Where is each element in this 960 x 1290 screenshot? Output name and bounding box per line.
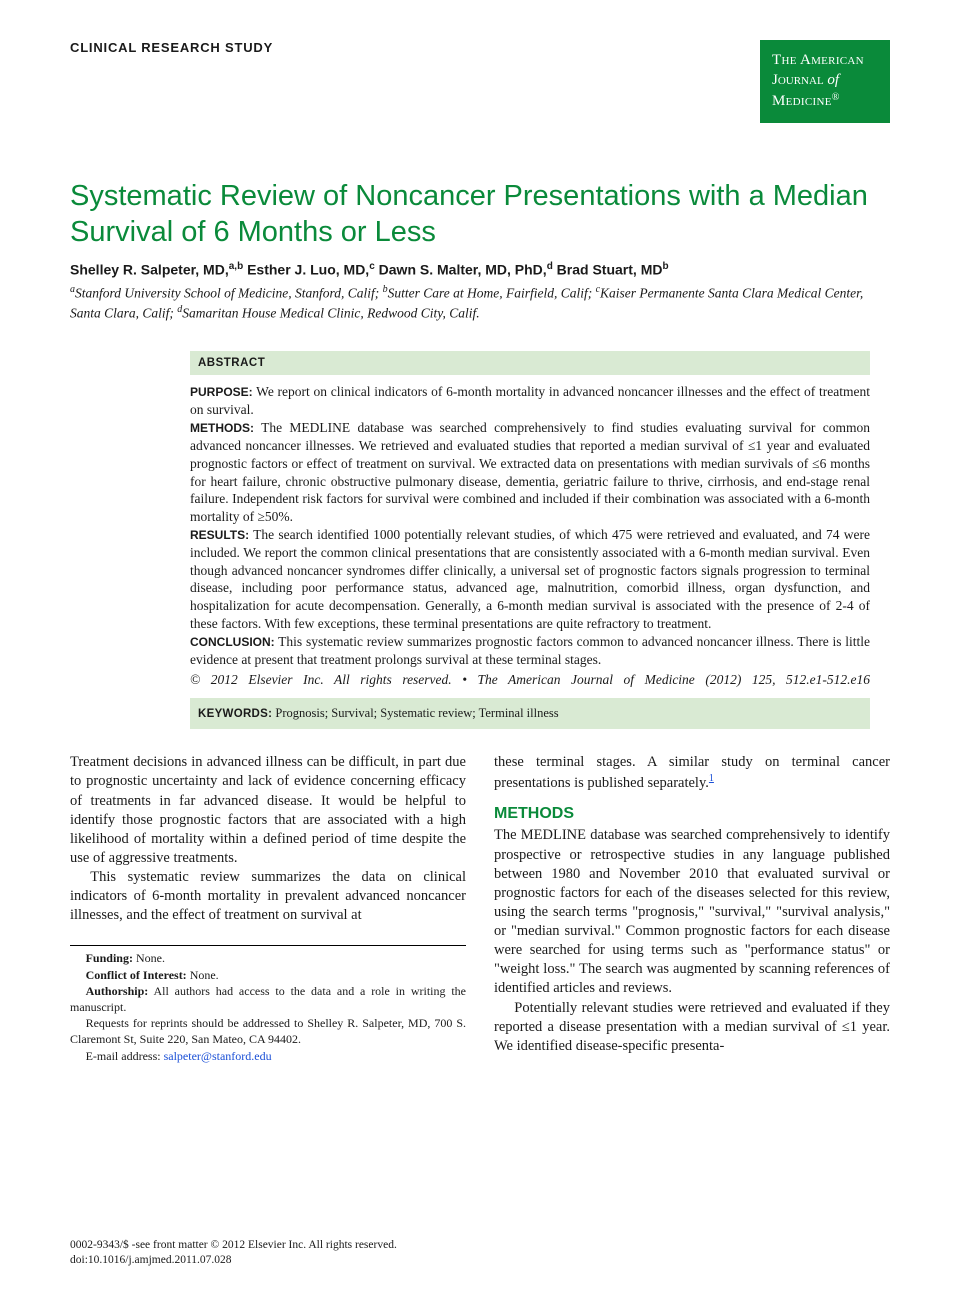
keywords-text: Prognosis; Survival; Systematic review; … bbox=[272, 706, 558, 720]
intro-p3: these terminal stages. A similar study o… bbox=[494, 753, 890, 793]
journal-line2-of: of bbox=[827, 72, 839, 88]
abstract-conclusion: CONCLUSION: This systematic review summa… bbox=[190, 633, 870, 669]
journal-line2: Journal of bbox=[772, 70, 878, 90]
intro-p2: This systematic review summarizes the da… bbox=[70, 868, 466, 925]
authorship-label: Authorship: bbox=[86, 984, 149, 998]
footnote-coi: Conflict of Interest: None. bbox=[70, 967, 466, 983]
abstract-block: ABSTRACT PURPOSE: We report on clinical … bbox=[190, 351, 870, 730]
left-column: Treatment decisions in advanced illness … bbox=[70, 753, 466, 1063]
journal-line3: Medicine® bbox=[772, 91, 878, 111]
funding-text: None. bbox=[133, 951, 165, 965]
methods-heading: METHODS bbox=[494, 803, 890, 824]
abstract-results: RESULTS: The search identified 1000 pote… bbox=[190, 526, 870, 633]
right-column: these terminal stages. A similar study o… bbox=[494, 753, 890, 1063]
footer-line1: 0002-9343/$ -see front matter © 2012 Els… bbox=[70, 1238, 890, 1253]
affiliations: aStanford University School of Medicine,… bbox=[70, 283, 890, 322]
purpose-label: PURPOSE: bbox=[190, 385, 253, 399]
methods-p1: The MEDLINE database was searched compre… bbox=[494, 826, 890, 998]
reference-1-link[interactable]: 1 bbox=[709, 773, 714, 784]
copyright-line: © 2012 Elsevier Inc. All rights reserved… bbox=[190, 671, 870, 689]
body-columns: Treatment decisions in advanced illness … bbox=[70, 753, 890, 1063]
results-label: RESULTS: bbox=[190, 528, 249, 542]
page-header: CLINICAL RESEARCH STUDY The American Jou… bbox=[70, 40, 890, 123]
registered-icon: ® bbox=[832, 92, 840, 103]
keywords-block: KEYWORDS: Prognosis; Survival; Systemati… bbox=[190, 698, 870, 729]
results-text: The search identified 1000 potentially r… bbox=[190, 527, 870, 631]
journal-badge: The American Journal of Medicine® bbox=[760, 40, 890, 123]
methods-text: The MEDLINE database was searched compre… bbox=[190, 420, 870, 524]
footnote-reprints: Requests for reprints should be addresse… bbox=[70, 1015, 466, 1047]
article-title: Systematic Review of Noncancer Presentat… bbox=[70, 178, 890, 251]
page-footer: 0002-9343/$ -see front matter © 2012 Els… bbox=[70, 1238, 890, 1268]
footnote-email: E-mail address: salpeter@stanford.edu bbox=[70, 1048, 466, 1064]
abstract-methods: METHODS: The MEDLINE database was search… bbox=[190, 419, 870, 526]
methods-label: METHODS: bbox=[190, 421, 254, 435]
abstract-header: ABSTRACT bbox=[190, 351, 870, 376]
coi-text: None. bbox=[187, 968, 219, 982]
authors-line: Shelley R. Salpeter, MD,a,b Esther J. Lu… bbox=[70, 260, 890, 279]
right-p1-pre: these terminal stages. A similar study o… bbox=[494, 754, 890, 791]
intro-p1: Treatment decisions in advanced illness … bbox=[70, 753, 466, 868]
funding-label: Funding: bbox=[86, 951, 133, 965]
email-link[interactable]: salpeter@stanford.edu bbox=[164, 1049, 272, 1063]
coi-label: Conflict of Interest: bbox=[86, 968, 187, 982]
journal-line3-name: Medicine bbox=[772, 93, 832, 109]
study-type-label: CLINICAL RESEARCH STUDY bbox=[70, 40, 273, 57]
footer-line2: doi:10.1016/j.amjmed.2011.07.028 bbox=[70, 1253, 890, 1268]
methods-p2: Potentially relevant studies were retrie… bbox=[494, 999, 890, 1056]
footnotes-block: Funding: None. Conflict of Interest: Non… bbox=[70, 945, 466, 1063]
conclusion-text: This systematic review summarizes progno… bbox=[190, 634, 870, 667]
conclusion-label: CONCLUSION: bbox=[190, 635, 275, 649]
purpose-text: We report on clinical indicators of 6-mo… bbox=[190, 384, 870, 417]
abstract-purpose: PURPOSE: We report on clinical indicator… bbox=[190, 383, 870, 419]
journal-line1: The American bbox=[772, 50, 878, 70]
journal-line2-pre: Journal bbox=[772, 72, 824, 88]
email-label: E-mail address: bbox=[86, 1049, 164, 1063]
keywords-label: KEYWORDS: bbox=[198, 708, 272, 720]
abstract-body: PURPOSE: We report on clinical indicator… bbox=[190, 383, 870, 688]
footnote-funding: Funding: None. bbox=[70, 950, 466, 966]
footnote-authorship: Authorship: All authors had access to th… bbox=[70, 983, 466, 1015]
